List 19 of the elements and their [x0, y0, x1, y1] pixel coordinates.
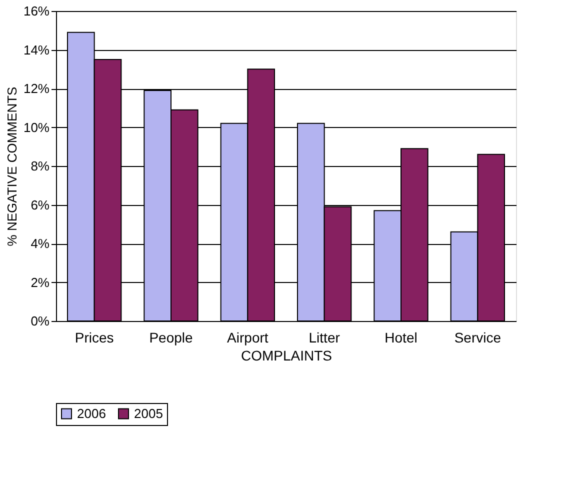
x-tick-label: Airport: [227, 330, 268, 346]
y-tick-label: 4%: [30, 236, 50, 251]
y-axis-title: % NEGATIVE COMMENTS: [4, 86, 20, 246]
y-tick-label: 10%: [23, 120, 50, 135]
legend-label: 2006: [77, 406, 106, 421]
y-tick-label: 16%: [23, 4, 50, 18]
y-tick-label: 0%: [30, 314, 50, 328]
x-axis-title: COMPLAINTS: [240, 348, 332, 364]
x-tick-label: Prices: [74, 330, 114, 346]
x-tick-label: Service: [454, 330, 502, 346]
x-tick-label: Litter: [308, 330, 340, 346]
y-tick-label: 6%: [30, 197, 50, 212]
y-tick-label: 14%: [23, 42, 50, 58]
y-tick-label: 12%: [23, 81, 50, 96]
x-tick-label: Hotel: [384, 330, 418, 346]
x-tick-label: People: [149, 330, 194, 346]
y-tick-label: 8%: [30, 158, 50, 174]
y-tick-label: 2%: [30, 274, 50, 290]
legend-label: 2005: [134, 406, 163, 421]
